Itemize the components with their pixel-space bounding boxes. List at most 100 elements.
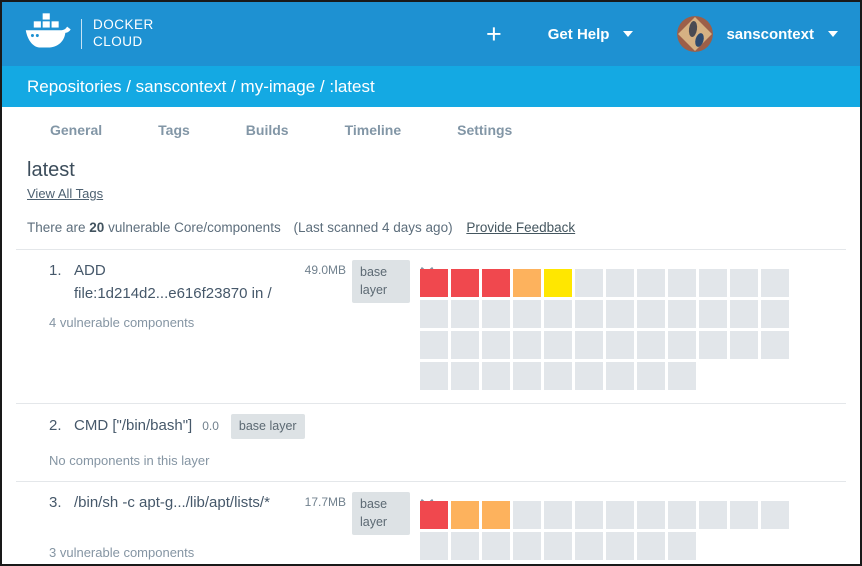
tab-general[interactable]: General [50,122,102,138]
component-cell[interactable] [544,501,572,529]
vuln-cell-critical[interactable] [420,501,448,529]
layer-number: 1. [49,260,74,283]
view-all-tags-link[interactable]: View All Tags [27,186,103,201]
component-cell[interactable] [544,300,572,328]
component-cell[interactable] [575,532,603,560]
repo-tabs: General Tags Builds Timeline Settings [2,107,860,151]
get-help-menu[interactable]: Get Help [548,26,634,43]
component-cell[interactable] [761,269,789,297]
component-cell[interactable] [699,269,727,297]
component-cell[interactable] [544,532,572,560]
component-cell[interactable] [730,300,758,328]
component-cell[interactable] [637,331,665,359]
component-cell[interactable] [482,532,510,560]
component-cell[interactable] [606,331,634,359]
layer-status: 3 vulnerable components [49,545,420,560]
summary-prefix: There are [27,220,86,235]
component-cell[interactable] [420,532,448,560]
component-cell[interactable] [451,532,479,560]
component-cell[interactable] [730,501,758,529]
component-cell[interactable] [668,331,696,359]
component-cell[interactable] [699,331,727,359]
breadcrumb-bar: Repositories / sanscontext / my-image / … [2,66,860,107]
component-cell[interactable] [513,532,541,560]
layer-command: ADD file:1d214d2...e616f23870 in / [74,260,274,305]
component-cell[interactable] [637,269,665,297]
component-cell[interactable] [451,331,479,359]
component-cell[interactable] [420,331,448,359]
vuln-cell-critical[interactable] [482,269,510,297]
component-cell[interactable] [730,269,758,297]
vuln-cell-minor[interactable] [544,269,572,297]
component-cell[interactable] [606,532,634,560]
component-cell[interactable] [668,269,696,297]
vuln-cell-major[interactable] [513,269,541,297]
component-cell[interactable] [606,300,634,328]
vuln-cell-major[interactable] [451,501,479,529]
add-button[interactable]: + [486,21,502,48]
component-cell[interactable] [575,501,603,529]
component-cell[interactable] [513,331,541,359]
provide-feedback-link[interactable]: Provide Feedback [466,220,575,235]
component-cell[interactable] [668,501,696,529]
tab-tags[interactable]: Tags [158,122,190,138]
top-navbar: DOCKER CLOUD + Get Help [2,2,860,66]
component-cell[interactable] [575,269,603,297]
component-cell[interactable] [451,362,479,390]
layer-number: 2. [49,415,74,438]
component-cell[interactable] [513,501,541,529]
scan-summary: There are 20 vulnerable Core/components … [27,220,846,235]
vuln-cell-major[interactable] [482,501,510,529]
docker-cloud-logo[interactable]: DOCKER CLOUD [24,12,154,57]
component-cell[interactable] [575,300,603,328]
brand-text: DOCKER CLOUD [93,17,154,51]
component-cell[interactable] [420,300,448,328]
layer-size: 49.0MB [274,260,346,277]
user-menu[interactable]: sanscontext [726,26,838,43]
component-cell[interactable] [451,300,479,328]
component-cell[interactable] [761,331,789,359]
component-cell[interactable] [575,331,603,359]
component-cell[interactable] [513,300,541,328]
component-cell[interactable] [482,362,510,390]
breadcrumb[interactable]: Repositories / sanscontext / my-image / … [27,77,375,97]
component-cell[interactable] [637,532,665,560]
component-cell[interactable] [668,532,696,560]
base-layer-badge: base layer [352,492,410,535]
vuln-cell-critical[interactable] [420,269,448,297]
layer-size: 17.7MB [274,492,346,509]
component-cell[interactable] [606,501,634,529]
tab-timeline[interactable]: Timeline [345,122,402,138]
avatar[interactable] [677,16,713,52]
component-cell[interactable] [637,501,665,529]
layer-command: CMD ["/bin/bash"] [74,415,192,438]
component-cell[interactable] [482,331,510,359]
component-cell[interactable] [420,362,448,390]
component-cell[interactable] [699,300,727,328]
component-cell[interactable] [637,300,665,328]
component-cell[interactable] [482,300,510,328]
component-cell[interactable] [544,362,572,390]
last-scanned-text: (Last scanned 4 days ago) [293,220,452,235]
component-cell[interactable] [668,300,696,328]
component-cell[interactable] [606,269,634,297]
component-cell[interactable] [668,362,696,390]
tab-settings[interactable]: Settings [457,122,512,138]
base-layer-badge: base layer [231,414,305,439]
component-cell[interactable] [730,331,758,359]
layer-row-2: 2. CMD ["/bin/bash"] 0.0 base layer No c… [16,404,846,481]
component-cell[interactable] [513,362,541,390]
component-cell[interactable] [575,362,603,390]
chevron-down-icon [828,31,838,37]
component-cell[interactable] [544,331,572,359]
vulnerability-grid [420,269,792,390]
layer-status: 4 vulnerable components [49,315,420,330]
component-cell[interactable] [761,501,789,529]
tab-builds[interactable]: Builds [246,122,289,138]
vuln-cell-critical[interactable] [451,269,479,297]
docker-cloud-window: DOCKER CLOUD + Get Help [0,0,862,566]
component-cell[interactable] [606,362,634,390]
component-cell[interactable] [699,501,727,529]
component-cell[interactable] [761,300,789,328]
component-cell[interactable] [637,362,665,390]
